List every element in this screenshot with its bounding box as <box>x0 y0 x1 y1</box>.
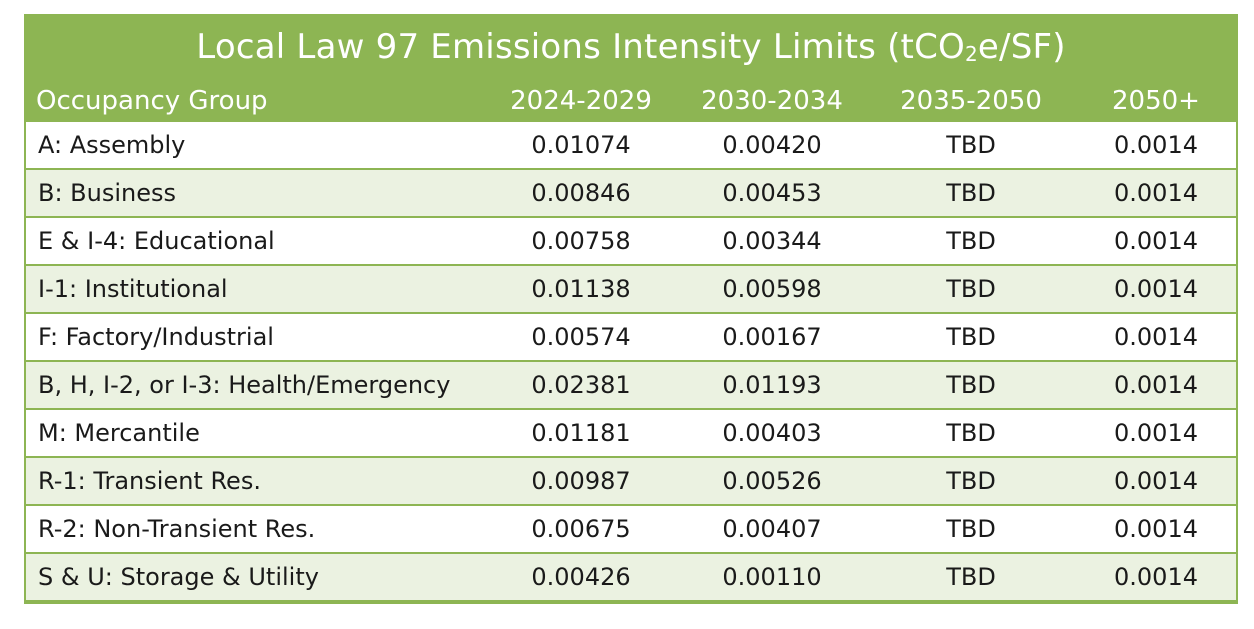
table-row: M: Mercantile 0.01181 0.00403 TBD 0.0014 <box>26 410 1236 456</box>
table-cell-occupancy-group: R-2: Non-Transient Res. <box>38 515 316 543</box>
table-cell-2035-2050: TBD <box>946 323 996 351</box>
table-cell-2030-2034: 0.00110 <box>722 563 822 591</box>
table-cell-occupancy-group: B: Business <box>38 179 177 207</box>
table-row: S & U: Storage & Utility 0.00426 0.00110 TB… <box>26 554 1236 600</box>
table-cell-2050-plus: 0.0014 <box>1114 563 1198 591</box>
table-cell-2050-plus: 0.0014 <box>1114 179 1198 207</box>
table-cell-2050-plus: 0.0014 <box>1114 275 1198 303</box>
table-title: Local Law 97 Emissions Intensity Limits … <box>196 27 1066 67</box>
column-header-2050-plus: 2050+ <box>1112 86 1200 116</box>
table-cell-2035-2050: TBD <box>946 227 996 255</box>
table-cell-2024-2029: 0.01181 <box>531 419 631 447</box>
table-cell-occupancy-group: R-1: Transient Res. <box>38 467 261 495</box>
table-cell-occupancy-group: S & U: Storage & Utility <box>38 563 319 591</box>
table-row: R-1: Transient Res. 0.00987 0.00526 TBD 0.00… <box>26 458 1236 504</box>
column-header-occupancy-group: Occupancy Group <box>36 86 268 116</box>
table-cell-2024-2029: 0.00846 <box>531 179 631 207</box>
table-header-row: Occupancy Group 2024-2029 2030-2034 2035… <box>24 80 1238 122</box>
table-cell-2050-plus: 0.0014 <box>1114 515 1198 543</box>
table-title-tail: e/SF) <box>977 27 1066 67</box>
table-cell-2024-2029: 0.00987 <box>531 467 631 495</box>
table-row: F: Factory/Industrial 0.00574 0.00167 TBD 0.… <box>26 314 1236 360</box>
table-cell-2030-2034: 0.00453 <box>722 179 822 207</box>
table-cell-2030-2034: 0.00407 <box>722 515 822 543</box>
table-cell-2030-2034: 0.00420 <box>722 131 822 159</box>
table-row: R-2: Non-Transient Res. 0.00675 0.00407 TBD… <box>26 506 1236 552</box>
column-header-2024-2029: 2024-2029 <box>510 86 652 116</box>
table-cell-2024-2029: 0.00574 <box>531 323 631 351</box>
table-cell-occupancy-group: I-1: Institutional <box>38 275 228 303</box>
emissions-table: Local Law 97 Emissions Intensity Limits … <box>24 14 1238 604</box>
table-cell-occupancy-group: B, H, I-2, or I-3: Health/Emergency <box>38 371 451 399</box>
table-cell-2035-2050: TBD <box>946 563 996 591</box>
table-cell-2030-2034: 0.00403 <box>722 419 822 447</box>
table-cell-2024-2029: 0.01138 <box>531 275 631 303</box>
table-cell-2030-2034: 0.00598 <box>722 275 822 303</box>
table-cell-2024-2029: 0.00758 <box>531 227 631 255</box>
table-row: B: Business 0.00846 0.00453 TBD 0.0014 <box>26 170 1236 216</box>
table-cell-2050-plus: 0.0014 <box>1114 467 1198 495</box>
table-cell-2024-2029: 0.00426 <box>531 563 631 591</box>
table-cell-occupancy-group: M: Mercantile <box>38 419 200 447</box>
table-cell-2050-plus: 0.0014 <box>1114 131 1198 159</box>
table-row: E & I-4: Educational 0.00758 0.00344 TBD 0.0… <box>26 218 1236 264</box>
table-title-main: Local Law 97 Emissions Intensity Limits … <box>196 27 965 67</box>
table-cell-2035-2050: TBD <box>946 515 996 543</box>
table-cell-2050-plus: 0.0014 <box>1114 371 1198 399</box>
table-cell-occupancy-group: F: Factory/Industrial <box>38 323 274 351</box>
table-cell-2035-2050: TBD <box>946 467 996 495</box>
table-cell-2030-2034: 0.00344 <box>722 227 822 255</box>
table-cell-2035-2050: TBD <box>946 275 996 303</box>
table-cell-2050-plus: 0.0014 <box>1114 419 1198 447</box>
table-cell-2030-2034: 0.00167 <box>722 323 822 351</box>
column-header-2030-2034: 2030-2034 <box>701 86 843 116</box>
table-cell-2050-plus: 0.0014 <box>1114 227 1198 255</box>
table-cell-2035-2050: TBD <box>946 371 996 399</box>
column-header-2035-2050: 2035-2050 <box>900 86 1042 116</box>
table-cell-occupancy-group: A: Assembly <box>38 131 186 159</box>
table-cell-2030-2034: 0.01193 <box>722 371 822 399</box>
table-row: A: Assembly 0.01074 0.00420 TBD 0.0014 <box>26 122 1236 168</box>
table-row: B, H, I-2, or I-3: Health/Emergency 0.023… <box>26 362 1236 408</box>
table-cell-2024-2029: 0.01074 <box>531 131 631 159</box>
table-body: A: Assembly 0.01074 0.00420 TBD 0.0014 B: Bus… <box>26 122 1236 602</box>
table-cell-2035-2050: TBD <box>946 131 996 159</box>
table-cell-2030-2034: 0.00526 <box>722 467 822 495</box>
table-cell-2024-2029: 0.02381 <box>531 371 631 399</box>
table-row: I-1: Institutional 0.01138 0.00598 TBD 0.001… <box>26 266 1236 312</box>
table-cell-occupancy-group: E & I-4: Educational <box>38 227 275 255</box>
table-cell-2035-2050: TBD <box>946 419 996 447</box>
table-cell-2035-2050: TBD <box>946 179 996 207</box>
table-cell-2050-plus: 0.0014 <box>1114 323 1198 351</box>
table-cell-2024-2029: 0.00675 <box>531 515 631 543</box>
